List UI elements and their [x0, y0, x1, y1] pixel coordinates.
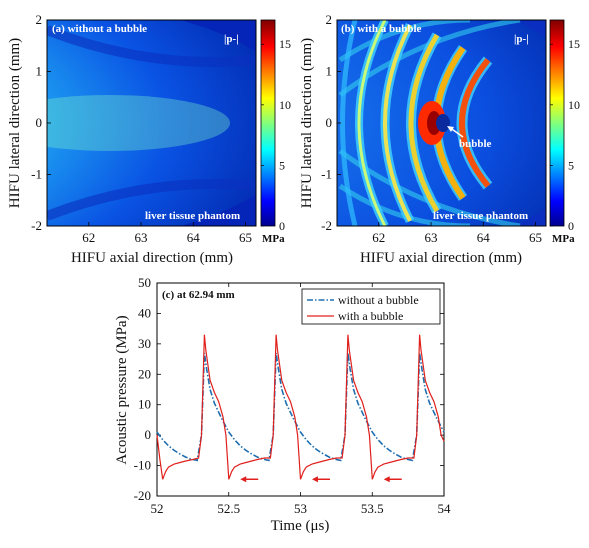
axes-a-ylabel: HIFU lateral direction (mm)	[7, 38, 23, 208]
bubble-label: bubble	[459, 138, 492, 150]
axes-b-xtick-label: 64	[477, 230, 491, 245]
colorbar-a-tick-label: 0	[279, 219, 285, 233]
panel-b: (b) with a bubble |p-| liver tissue phan…	[299, 12, 580, 266]
axes-a-xlabel: HIFU axial direction (mm)	[71, 250, 233, 266]
axes-a-ticks: 62 63 64 65 2 1 0 -1 -2	[31, 12, 252, 245]
axes-a-ytick-label: 2	[36, 12, 43, 27]
axes-a-xtick-label: 65	[239, 230, 252, 245]
axes-c-ytick-label: -10	[134, 458, 151, 473]
bubble-marker	[436, 114, 450, 132]
colorbar-a-ticks: 0 5 10 15	[261, 37, 291, 233]
axes-b-xtick-label: 62	[372, 230, 385, 245]
axes-b-xtick-label: 63	[425, 230, 438, 245]
axes-a-ytick-label: 1	[36, 64, 43, 79]
axes-a-xtick-label: 63	[135, 230, 148, 245]
axes-c-ticks: 52 52.5 53 53.5 54 50 40 30 20 10 0 -10 -20	[134, 275, 451, 516]
series-without-bubble-line	[156, 352, 445, 462]
heatmap-a	[47, 20, 256, 226]
heatmap-b	[337, 20, 546, 226]
axes-c-xtick-label: 52.5	[217, 501, 240, 516]
series-with-bubble-line	[156, 334, 445, 480]
axes-a-ytick-label: -1	[31, 167, 42, 182]
panel-b-quantity: |p-|	[514, 33, 529, 45]
panel-a: (a) without a bubble |p-| liver tissue p…	[7, 12, 291, 266]
colorbar-b-ticks: 0 5 10 15	[550, 37, 580, 233]
axes-c-ytick-label: 40	[138, 305, 151, 320]
axes-c-ytick-label: 10	[138, 397, 151, 412]
axes-a-xtick-label: 64	[187, 230, 201, 245]
colorbar-b	[549, 19, 565, 227]
axes-a-ytick-label: 0	[36, 115, 43, 130]
min-pressure-arrow-head	[383, 476, 390, 483]
legend: without a bubble with a bubble	[301, 288, 441, 325]
colorbar-b-tick-label: 10	[568, 98, 580, 112]
axes-c-xtick-label: 54	[438, 501, 452, 516]
min-pressure-arrow-head	[311, 476, 318, 483]
axes-c-ytick-label: 20	[138, 366, 151, 381]
axes-a-ytick-label: -2	[31, 218, 42, 233]
axes-b-ticks: 62 63 64 65 2 1 0 -1 -2	[321, 12, 542, 245]
colorbar-a	[260, 19, 276, 227]
colorbar-b-tick-label: 15	[568, 37, 580, 51]
bubble-arrow-head	[447, 126, 454, 132]
colorbar-b-tick-label: 5	[568, 158, 574, 172]
heatmap-a-sidelobe-bottom	[47, 179, 256, 221]
heatmap-a-sidelobe-top	[47, 25, 256, 67]
axes-c-ytick-label: 30	[138, 336, 151, 351]
colorbar-a-tick-label: 15	[279, 37, 291, 51]
heatmap-a-focal-band	[47, 95, 230, 151]
panel-b-annotation: liver tissue phantom	[433, 210, 528, 222]
axes-c-ytick-label: 0	[145, 427, 152, 442]
axes-c-ytick-label: 50	[138, 275, 151, 290]
axes-b-ylabel: HIFU lateral direction (mm)	[299, 38, 315, 208]
legend-box	[301, 288, 441, 325]
colorbar-b-unit: MPa	[552, 233, 575, 245]
axes-c-xtick-label: 52	[151, 501, 164, 516]
legend-label-without-bubble: without a bubble	[338, 293, 419, 307]
axes-b-ytick-label: -2	[321, 218, 332, 233]
axes-c-xlabel: Time (μs)	[271, 518, 330, 534]
colorbar-b-tick-label: 0	[568, 219, 574, 233]
axes-a-xtick-label: 62	[82, 230, 95, 245]
axes-c-series	[156, 334, 445, 480]
panel-a-annotation: liver tissue phantom	[145, 210, 240, 222]
panel-c: 52 52.5 53 53.5 54 50 40 30 20 10 0 -10 -20 (c) at 6…	[114, 275, 451, 534]
heatmap-b-wavefronts	[340, 20, 493, 226]
axes-b-xlabel: HIFU axial direction (mm)	[360, 250, 522, 266]
axes-c-xtick-label: 53	[294, 501, 307, 516]
legend-label-with-bubble: with a bubble	[338, 309, 403, 323]
panel-b-label: (b) with a bubble	[341, 23, 422, 35]
axes-b-ytick-label: -1	[321, 167, 332, 182]
axes-c-xtick-label: 53.5	[361, 501, 384, 516]
panel-a-quantity: |p-|	[224, 33, 239, 45]
axes-c-ytick-label: -20	[134, 488, 151, 503]
axes-b-xtick-label: 65	[529, 230, 542, 245]
panel-a-label: (a) without a bubble	[52, 23, 147, 35]
panel-c-label: (c) at 62.94 mm	[162, 289, 235, 301]
axes-c-ylabel: Acoustic pressure (MPa)	[114, 315, 130, 464]
colorbar-a-unit: MPa	[262, 233, 285, 245]
min-pressure-arrow-head	[240, 476, 247, 483]
colorbar-a-tick-label: 5	[279, 158, 285, 172]
heatmap-b-hotspot-core	[427, 111, 441, 135]
heatmap-a-beam	[47, 20, 256, 226]
axes-c-arrows	[240, 476, 402, 483]
axes-b-ytick-label: 2	[326, 12, 333, 27]
colorbar-a-tick-label: 10	[279, 98, 291, 112]
axes-b-ytick-label: 0	[326, 115, 333, 130]
axes-b-ytick-label: 1	[326, 64, 333, 79]
